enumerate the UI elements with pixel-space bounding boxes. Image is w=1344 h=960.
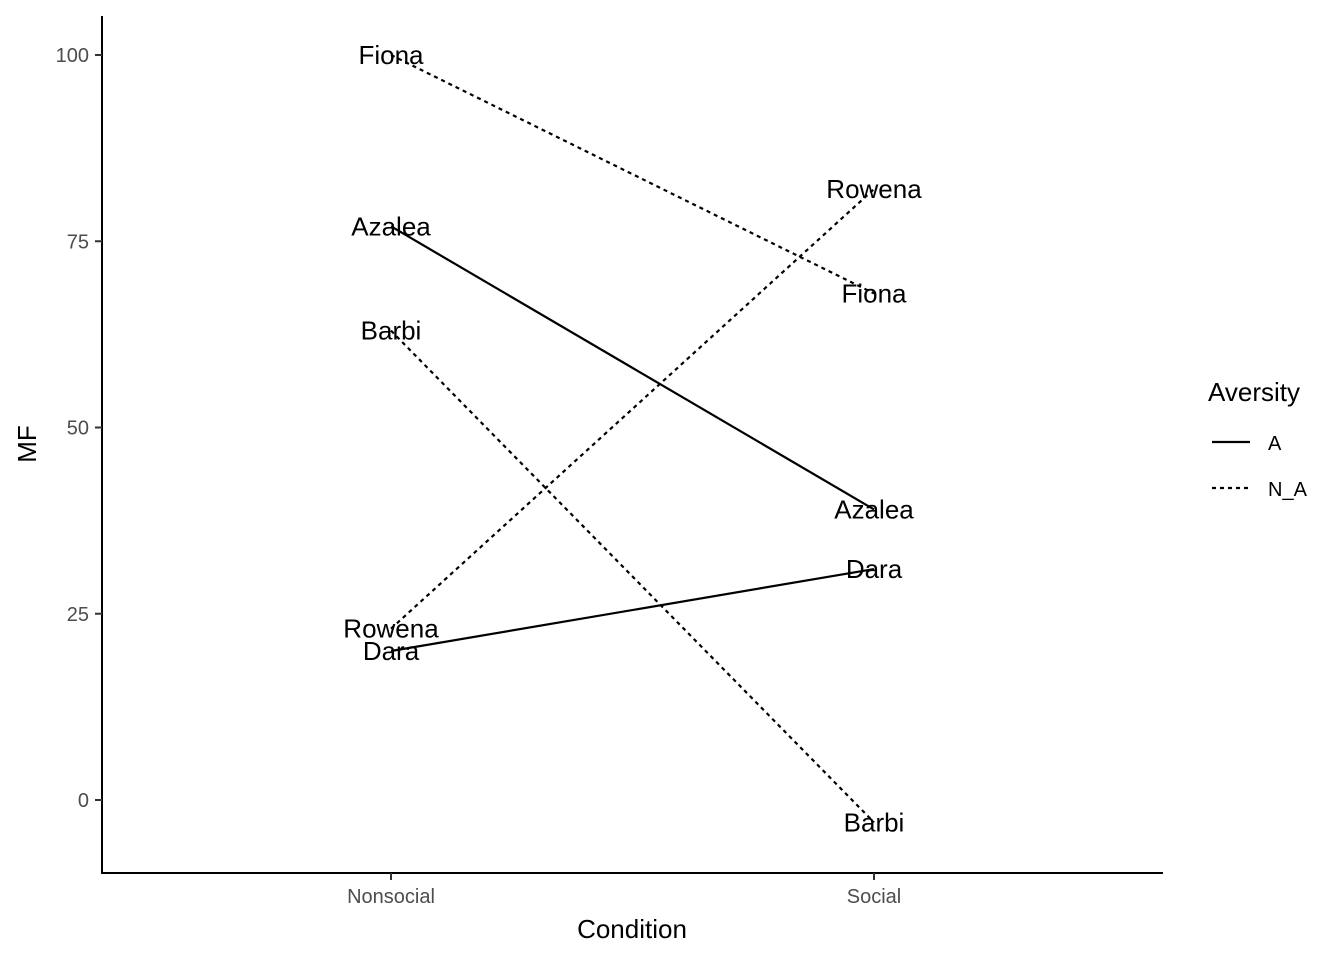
x-axis-ticks: Nonsocial Social (347, 873, 901, 908)
y-tick-label-100: 100 (56, 45, 89, 67)
series-line-dara (390, 567, 875, 653)
legend: Aversity A N_A (1208, 377, 1308, 501)
point-label-fiona-social: Fiona (841, 278, 907, 308)
point-label-fiona-nonsocial: Fiona (358, 40, 424, 70)
point-label-dara-nonsocial: Dara (363, 636, 420, 666)
point-label-barbi-social: Barbi (844, 807, 905, 837)
point-label-dara-social: Dara (846, 554, 903, 584)
point-label-barbi-nonsocial: Barbi (361, 316, 422, 346)
y-tick-label-25: 25 (67, 604, 89, 626)
legend-label-a: A (1268, 433, 1282, 455)
y-tick-label-0: 0 (78, 790, 89, 812)
series-line-barbi (390, 329, 875, 824)
y-axis-ticks: 0 25 50 75 100 (56, 45, 102, 812)
x-axis-title: Condition (577, 914, 687, 944)
point-labels-layer: Fiona Fiona Azalea Azalea Barbi Barbi Rowena Ro… (343, 40, 922, 837)
series-line-azalea (390, 225, 875, 511)
y-tick-label-75: 75 (67, 231, 89, 253)
x-tick-label-social: Social (847, 886, 901, 908)
y-axis-title: MF (12, 425, 42, 463)
series-lines-layer (390, 54, 875, 824)
point-label-rowena-social: Rowena (826, 174, 922, 204)
series-line-rowena (390, 188, 875, 630)
point-label-rowena-nonsocial: Rowena (343, 614, 439, 644)
legend-label-n-a: N_A (1268, 479, 1308, 501)
x-tick-label-nonsocial: Nonsocial (347, 886, 435, 908)
point-label-azalea-nonsocial: Azalea (351, 211, 431, 241)
y-tick-label-50: 50 (67, 418, 89, 440)
series-line-fiona (390, 54, 875, 295)
legend-title: Aversity (1208, 377, 1300, 407)
point-label-azalea-social: Azalea (834, 494, 914, 524)
